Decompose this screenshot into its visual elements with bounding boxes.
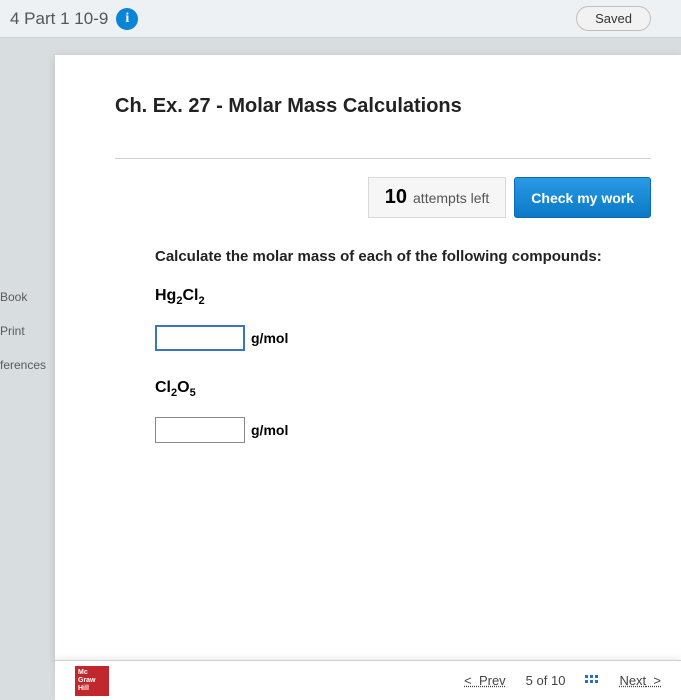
prev-button[interactable]: < Prev xyxy=(464,673,506,688)
question-prompt: Calculate the molar mass of each of the … xyxy=(155,248,651,265)
compound-2-answer-row: g/mol xyxy=(155,417,651,443)
attempts-box: 10 attempts left xyxy=(368,177,507,218)
chapter-title: Ch. Ex. 27 - Molar Mass Calculations xyxy=(115,95,651,118)
grid-icon[interactable] xyxy=(585,675,599,687)
footer-bar: Mc Graw Hill < Prev 5 of 10 Next > xyxy=(55,660,681,700)
question-page: Ch. Ex. 27 - Molar Mass Calculations 10 … xyxy=(55,55,681,660)
info-icon[interactable]: i xyxy=(116,8,138,30)
attempts-count: 10 xyxy=(385,186,407,209)
compound-1-answer-row: g/mol xyxy=(155,325,651,351)
page-position: 5 of 10 xyxy=(526,673,566,688)
compound-1-input[interactable] xyxy=(155,325,245,351)
attempts-row: 10 attempts left Check my work xyxy=(115,177,651,218)
compound-2-unit: g/mol xyxy=(251,422,288,438)
divider xyxy=(115,158,651,159)
compound-2-input[interactable] xyxy=(155,417,245,443)
top-bar: 4 Part 1 10-9 i Saved xyxy=(0,0,681,38)
next-button[interactable]: Next > xyxy=(619,673,661,688)
check-my-work-button[interactable]: Check my work xyxy=(514,177,651,218)
sidenav-item-book[interactable]: Book xyxy=(0,280,55,314)
assignment-title: 4 Part 1 10-9 xyxy=(10,9,108,29)
sidenav-item-print[interactable]: Print xyxy=(0,314,55,348)
attempts-label: attempts left xyxy=(413,190,489,206)
compound-1-unit: g/mol xyxy=(251,330,288,346)
compound-1-formula: Hg2Cl2 xyxy=(155,287,651,307)
footer-nav: < Prev 5 of 10 Next > xyxy=(464,673,661,688)
mcgraw-hill-logo: Mc Graw Hill xyxy=(75,666,109,696)
compound-2-formula: Cl2O5 xyxy=(155,379,651,399)
sidenav-item-references[interactable]: ferences xyxy=(0,348,55,382)
saved-indicator: Saved xyxy=(576,6,651,31)
side-nav: Book Print ferences xyxy=(0,280,55,382)
